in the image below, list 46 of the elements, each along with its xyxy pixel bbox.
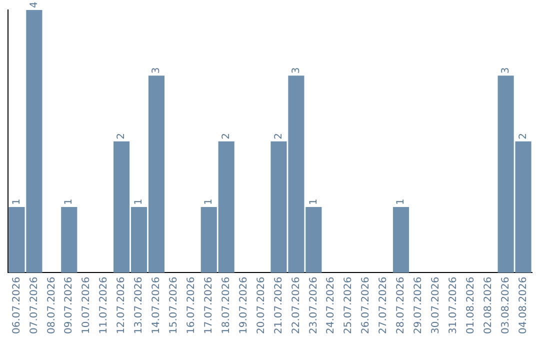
x-tick-label: 14.07.2026 bbox=[151, 276, 162, 334]
data-label: 1 bbox=[64, 198, 75, 206]
x-tick-label: 13.07.2026 bbox=[134, 276, 145, 334]
x-tick-label: 11.07.2026 bbox=[98, 276, 110, 334]
x-tick-label: 21.07.2026 bbox=[273, 276, 284, 334]
x-tick-label: 20.07.2026 bbox=[256, 276, 267, 334]
x-tick-label: 22.07.2026 bbox=[290, 276, 302, 334]
data-label: 2 bbox=[518, 132, 529, 140]
x-tick-label: 19.07.2026 bbox=[238, 276, 250, 334]
x-tick-label: 09.07.2026 bbox=[64, 276, 75, 334]
x-tick-label: 18.07.2026 bbox=[220, 276, 232, 334]
x-tick-label: 28.07.2026 bbox=[396, 276, 407, 334]
x-tick-label: 26.07.2026 bbox=[360, 276, 372, 334]
x-tick-label: 06.07.2026 bbox=[11, 276, 22, 334]
x-tick-label: 02.08.2026 bbox=[482, 276, 494, 334]
data-label: 1 bbox=[396, 198, 407, 206]
x-tick-label: 01.08.2026 bbox=[465, 276, 476, 334]
data-label: 3 bbox=[290, 67, 302, 74]
data-label: 1 bbox=[308, 198, 320, 206]
x-tick-label: 30.07.2026 bbox=[430, 276, 442, 334]
x-tick-label: 10.07.2026 bbox=[81, 276, 92, 334]
x-tick-label: 29.07.2026 bbox=[413, 276, 424, 334]
data-label: 1 bbox=[203, 198, 214, 206]
data-label: 1 bbox=[11, 198, 22, 206]
data-label: 2 bbox=[273, 132, 284, 140]
data-label: 3 bbox=[151, 67, 162, 74]
x-tick-label: 08.07.2026 bbox=[46, 276, 58, 334]
data-label: 2 bbox=[220, 132, 232, 140]
bar bbox=[392, 207, 410, 273]
x-tick-label: 16.07.2026 bbox=[186, 276, 197, 334]
data-label: 3 bbox=[500, 67, 512, 74]
x-tick-label: 17.07.2026 bbox=[203, 276, 214, 334]
x-tick-label: 15.07.2026 bbox=[168, 276, 180, 334]
x-tick-label: 31.07.2026 bbox=[448, 276, 459, 334]
bar bbox=[61, 207, 78, 273]
x-tick-label: 12.07.2026 bbox=[116, 276, 128, 334]
x-tick-label: 04.08.2026 bbox=[518, 276, 529, 334]
x-tick-label: 07.07.2026 bbox=[28, 276, 40, 334]
x-tick-label: 03.08.2026 bbox=[500, 276, 512, 334]
x-tick-label: 24.07.2026 bbox=[326, 276, 337, 334]
x-tick-label: 23.07.2026 bbox=[308, 276, 320, 334]
x-tick-label: 27.07.2026 bbox=[378, 276, 390, 334]
data-label: 1 bbox=[134, 198, 145, 206]
data-label: 4 bbox=[28, 2, 40, 8]
data-label: 2 bbox=[116, 132, 128, 140]
x-tick-label: 25.07.2026 bbox=[343, 276, 354, 334]
